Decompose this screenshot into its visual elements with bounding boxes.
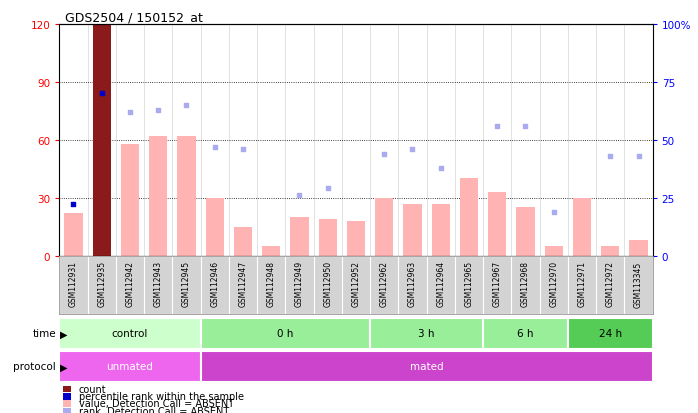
- Point: [435, 165, 446, 171]
- Text: GSM112945: GSM112945: [182, 261, 191, 307]
- Bar: [64, 214, 82, 256]
- Text: GSM112963: GSM112963: [408, 261, 417, 307]
- Text: GSM112968: GSM112968: [521, 261, 530, 306]
- Point: [153, 107, 164, 114]
- Text: 6 h: 6 h: [517, 328, 534, 339]
- Bar: [630, 241, 648, 256]
- Text: percentile rank within the sample: percentile rank within the sample: [78, 391, 244, 401]
- Point: [520, 123, 531, 130]
- Text: GSM112948: GSM112948: [267, 261, 276, 306]
- Text: 24 h: 24 h: [599, 328, 622, 339]
- Text: protocol: protocol: [13, 361, 56, 372]
- Point: [181, 102, 192, 109]
- Bar: [234, 227, 252, 256]
- Bar: [403, 204, 422, 256]
- Bar: [347, 221, 365, 256]
- Point: [124, 109, 135, 116]
- Bar: [375, 198, 394, 256]
- Bar: [200, 351, 653, 382]
- Bar: [290, 218, 309, 256]
- Point: [322, 186, 334, 192]
- Bar: [200, 318, 370, 349]
- Text: GSM112964: GSM112964: [436, 261, 445, 307]
- Text: GSM112947: GSM112947: [239, 261, 248, 307]
- Bar: [63, 408, 70, 413]
- Text: time: time: [32, 328, 56, 339]
- Bar: [601, 247, 619, 256]
- Text: GSM112943: GSM112943: [154, 261, 163, 307]
- Bar: [93, 25, 111, 256]
- Text: unmated: unmated: [107, 361, 154, 372]
- Text: GSM112931: GSM112931: [69, 261, 78, 306]
- Text: GSM112972: GSM112972: [606, 261, 615, 306]
- Text: GDS2504 / 150152_at: GDS2504 / 150152_at: [66, 11, 203, 24]
- Point: [294, 192, 305, 199]
- Point: [68, 201, 79, 207]
- Text: 3 h: 3 h: [418, 328, 435, 339]
- Text: GSM112950: GSM112950: [323, 261, 332, 307]
- Bar: [59, 318, 200, 349]
- Point: [548, 209, 559, 216]
- Bar: [149, 137, 168, 256]
- Bar: [205, 198, 224, 256]
- Bar: [63, 401, 70, 407]
- Text: GSM112942: GSM112942: [126, 261, 135, 306]
- Point: [604, 153, 616, 160]
- Point: [407, 146, 418, 153]
- Bar: [262, 247, 281, 256]
- Point: [633, 153, 644, 160]
- Bar: [177, 137, 195, 256]
- Text: GSM113345: GSM113345: [634, 261, 643, 307]
- Bar: [544, 247, 563, 256]
- Text: GSM112962: GSM112962: [380, 261, 389, 306]
- Point: [237, 146, 248, 153]
- Bar: [460, 179, 478, 256]
- Text: control: control: [112, 328, 148, 339]
- Bar: [59, 351, 200, 382]
- Text: GSM112935: GSM112935: [97, 261, 106, 307]
- Text: value, Detection Call = ABSENT: value, Detection Call = ABSENT: [78, 399, 234, 408]
- Bar: [568, 318, 653, 349]
- Text: count: count: [78, 384, 106, 394]
- Text: GSM112952: GSM112952: [352, 261, 360, 306]
- Bar: [63, 393, 70, 400]
- Bar: [121, 144, 139, 256]
- Point: [378, 151, 389, 158]
- Text: GSM112970: GSM112970: [549, 261, 558, 307]
- Bar: [573, 198, 591, 256]
- Text: 0 h: 0 h: [277, 328, 294, 339]
- Bar: [370, 318, 483, 349]
- Bar: [488, 192, 507, 256]
- Text: GSM112946: GSM112946: [210, 261, 219, 307]
- Text: ▶: ▶: [60, 328, 68, 339]
- Point: [96, 91, 107, 97]
- Bar: [483, 318, 568, 349]
- Text: ▶: ▶: [60, 361, 68, 372]
- Bar: [517, 208, 535, 256]
- Text: mated: mated: [410, 361, 443, 372]
- Bar: [431, 204, 450, 256]
- Text: GSM112965: GSM112965: [464, 261, 473, 307]
- Bar: [318, 219, 337, 256]
- Point: [491, 123, 503, 130]
- Text: GSM112967: GSM112967: [493, 261, 502, 307]
- Text: rank, Detection Call = ABSENT: rank, Detection Call = ABSENT: [78, 406, 229, 413]
- Text: GSM112971: GSM112971: [577, 261, 586, 306]
- Bar: [63, 386, 70, 392]
- Text: GSM112949: GSM112949: [295, 261, 304, 307]
- Point: [209, 144, 221, 151]
